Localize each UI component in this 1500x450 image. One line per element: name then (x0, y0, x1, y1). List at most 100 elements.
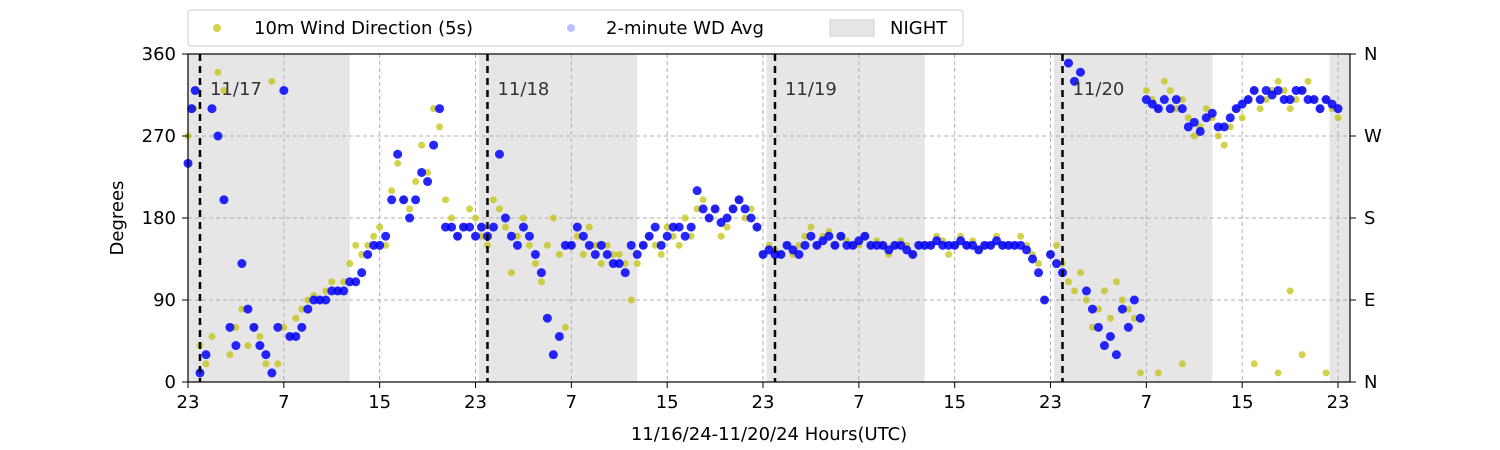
wind-point-103 (801, 232, 809, 240)
wind-point-194 (1178, 360, 1186, 368)
x-tick-label-7: 7 (853, 392, 864, 413)
avg-point-163 (1153, 104, 1163, 114)
x-tick-label-3: 23 (464, 392, 487, 413)
legend-label-2min-avg: 2-minute WD Avg (606, 18, 764, 39)
wind-point-66 (579, 250, 587, 258)
wind-point-158 (1130, 314, 1138, 322)
avg-point-180 (1255, 95, 1265, 105)
wind-point-180 (1262, 96, 1270, 104)
legend: 10m Wind Direction (5s) 2-minute WD Avg … (187, 9, 964, 47)
avg-point-83 (674, 222, 684, 232)
x-axis-title: 11/16/24-11/20/24 Hours(UTC) (631, 424, 907, 445)
wind-point-168 (1190, 132, 1198, 140)
x-tick-label-10: 7 (1141, 392, 1152, 413)
y-left-tick-label-1: 90 (153, 290, 176, 311)
wind-point-3 (202, 360, 210, 368)
avg-point-57 (518, 222, 528, 232)
avg-point-76 (632, 249, 642, 259)
avg-point-156 (1111, 350, 1121, 360)
x-tick-label-0: 23 (177, 392, 200, 413)
wind-point-20 (304, 296, 312, 304)
y-right-tick-label-0: N (1364, 372, 1377, 393)
wind-point-127 (945, 250, 953, 258)
wind-point-37 (406, 205, 414, 213)
wind-point-93 (741, 214, 749, 222)
wind-point-68 (591, 241, 599, 249)
avg-point-105 (806, 231, 816, 241)
avg-point-49 (471, 231, 481, 241)
wind-point-30 (364, 241, 372, 249)
avg-point-145 (1046, 249, 1056, 259)
avg-point-67 (578, 231, 588, 241)
wind-point-14 (268, 77, 276, 85)
wind-point-170 (1202, 105, 1210, 113)
wind-point-173 (1220, 141, 1228, 149)
avg-point-7 (219, 195, 229, 205)
avg-point-165 (1165, 104, 1175, 114)
avg-point-33 (375, 240, 385, 250)
wind-point-155 (1112, 278, 1120, 286)
wind-point-39 (418, 141, 426, 149)
avg-point-92 (728, 204, 738, 214)
wind-point-145 (1053, 241, 1061, 249)
wind-point-53 (501, 223, 509, 231)
wind-point-24 (328, 278, 336, 286)
wind-point-10 (244, 342, 252, 350)
wind-point-33 (382, 241, 390, 249)
avg-point-45 (447, 222, 457, 232)
avg-point-56 (512, 240, 522, 250)
avg-point-153 (1093, 322, 1103, 332)
wind-point-154 (1106, 314, 1114, 322)
wind-point-86 (699, 196, 707, 204)
wind-point-55 (513, 232, 521, 240)
wind-point-67 (585, 223, 593, 231)
legend-marker-wind-direction (213, 24, 221, 32)
y-axis-title: Degrees (107, 181, 128, 256)
avg-point-183 (1273, 85, 1283, 95)
avg-point-79 (650, 222, 660, 232)
avg-point-179 (1249, 85, 1259, 95)
wind-point-157 (1124, 305, 1132, 313)
wind-point-44 (448, 214, 456, 222)
avg-point-14 (261, 350, 271, 360)
y-right-tick-label-3: W (1364, 126, 1382, 147)
wind-point-104 (807, 223, 815, 231)
avg-point-167 (1177, 104, 1187, 114)
wind-point-52 (495, 205, 503, 213)
x-tick-label-6: 23 (752, 392, 775, 413)
wind-point-196 (1274, 369, 1282, 377)
avg-point-148 (1063, 58, 1073, 68)
wind-point-71 (609, 250, 617, 258)
wind-point-16 (280, 323, 288, 331)
wind-point-56 (519, 214, 527, 222)
avg-point-24 (321, 295, 331, 305)
avg-point-40 (417, 167, 427, 177)
avg-point-157 (1117, 304, 1127, 314)
wind-point-51 (489, 196, 497, 204)
wind-point-148 (1070, 287, 1078, 295)
x-tick-label-8: 15 (943, 392, 966, 413)
y-left-tick-label-2: 180 (142, 208, 176, 229)
wind-point-18 (292, 314, 300, 322)
avg-point-2 (190, 85, 200, 95)
avg-point-110 (836, 231, 846, 241)
wind-point-62 (555, 250, 563, 258)
wind-point-13 (262, 360, 270, 368)
avg-point-31 (363, 249, 373, 259)
wind-point-48 (472, 214, 480, 222)
wind-point-38 (412, 178, 420, 186)
legend-label-wind-direction: 10m Wind Direction (5s) (254, 18, 473, 39)
day-marker-label-2: 11/19 (785, 79, 837, 100)
wind-point-89 (717, 232, 725, 240)
wind-point-23 (322, 287, 330, 295)
avg-point-30 (357, 268, 367, 278)
avg-point-187 (1297, 85, 1307, 95)
avg-point-73 (614, 259, 624, 269)
wind-point-159 (1136, 369, 1144, 377)
avg-point-1 (187, 104, 197, 114)
avg-point-77 (638, 240, 648, 250)
avg-point-175 (1225, 113, 1235, 123)
avg-point-122 (908, 249, 918, 259)
avg-point-103 (794, 249, 804, 259)
wind-point-61 (549, 214, 557, 222)
